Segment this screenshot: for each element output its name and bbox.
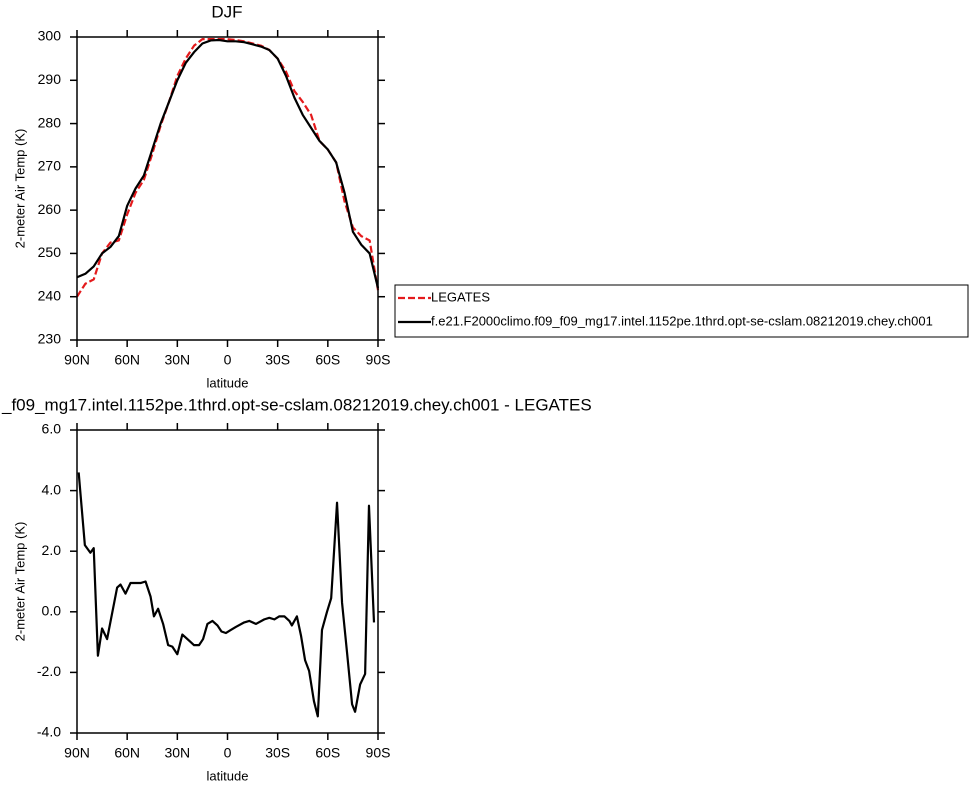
y-tick-label: 6.0 <box>42 421 62 437</box>
y-tick-label: -2.0 <box>37 663 61 679</box>
series-line <box>76 38 380 298</box>
x-tick-label: 60S <box>315 352 340 368</box>
x-tick-label: 90S <box>366 745 391 761</box>
y-tick-label: 280 <box>38 114 62 130</box>
y-tick-label: 0.0 <box>42 603 62 619</box>
chart-title: DJF <box>211 2 242 21</box>
x-tick-label: 90S <box>366 352 391 368</box>
y-tick-label: -4.0 <box>37 724 61 740</box>
x-tick-label: 60N <box>114 745 140 761</box>
x-axis-label: latitude <box>207 768 249 783</box>
x-tick-label: 60S <box>315 745 340 761</box>
y-axis-label: 2-meter Air Temp (K) <box>12 129 27 249</box>
y-tick-label: 290 <box>38 71 62 87</box>
x-axis-label: latitude <box>207 375 249 390</box>
y-tick-label: 240 <box>38 287 62 303</box>
y-axis-label: 2-meter Air Temp (K) <box>12 522 27 642</box>
y-tick-label: 270 <box>38 158 62 174</box>
x-tick-label: 90N <box>64 352 90 368</box>
x-tick-label: 90N <box>64 745 90 761</box>
y-tick-label: 260 <box>38 201 62 217</box>
x-tick-label: 30S <box>265 352 290 368</box>
legend-label: LEGATES <box>431 289 490 304</box>
y-tick-label: 2.0 <box>42 542 62 558</box>
x-tick-label: 30S <box>265 745 290 761</box>
y-tick-label: 230 <box>38 331 62 347</box>
x-tick-label: 30N <box>164 745 190 761</box>
plot-frame <box>76 36 379 341</box>
x-tick-label: 30N <box>164 352 190 368</box>
legend-label: f.e21.F2000climo.f09_f09_mg17.intel.1152… <box>431 313 933 328</box>
x-tick-label: 0 <box>224 352 232 368</box>
series-line <box>77 472 376 718</box>
x-tick-label: 60N <box>114 352 140 368</box>
x-tick-label: 0 <box>224 745 232 761</box>
chart-title: _f09_mg17.intel.1152pe.1thrd.opt-se-csla… <box>1 395 592 414</box>
y-tick-label: 4.0 <box>42 481 62 497</box>
legend-box <box>394 284 969 338</box>
y-tick-label: 250 <box>38 244 62 260</box>
y-tick-label: 300 <box>38 28 62 44</box>
plot-frame <box>76 429 379 734</box>
series-line <box>76 38 380 289</box>
